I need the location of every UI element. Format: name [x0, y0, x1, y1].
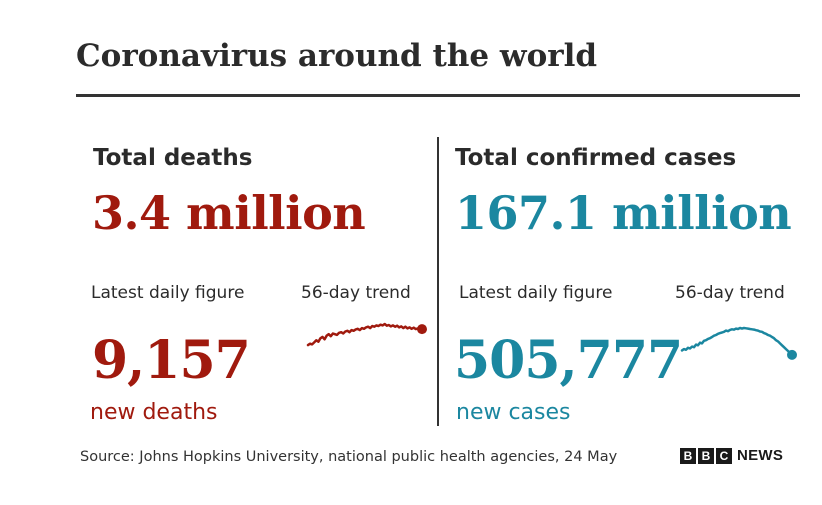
deaths-trend-line: [306, 322, 424, 347]
logo-letter-c: C: [716, 447, 732, 464]
bbc-news-logo: B B C NEWS: [680, 447, 783, 464]
panel-divider: [437, 137, 439, 426]
deaths-daily-unit: new deaths: [90, 400, 218, 425]
cases-daily-unit: new cases: [456, 400, 571, 425]
deaths-daily-value: 9,157: [92, 330, 251, 391]
total-deaths-label: Total deaths: [93, 145, 253, 171]
deaths-daily-label: Latest daily figure: [91, 283, 245, 303]
total-cases-value: 167.1 million: [455, 186, 792, 240]
cases-trend-end-marker: [787, 349, 797, 360]
total-cases-label: Total confirmed cases: [455, 145, 737, 171]
page-title: Coronavirus around the world: [76, 38, 598, 74]
deaths-trend-end-marker: [417, 324, 427, 335]
cases-daily-label: Latest daily figure: [459, 283, 613, 303]
deaths-trend-label: 56-day trend: [301, 283, 411, 303]
logo-letter-b2: B: [698, 447, 714, 464]
cases-trend-label: 56-day trend: [675, 283, 785, 303]
total-deaths-value: 3.4 million: [92, 186, 366, 240]
cases-daily-value: 505,777: [454, 330, 683, 391]
cases-trend-chart: [680, 326, 797, 360]
cases-trend-line: [680, 326, 794, 357]
deaths-trend-chart: [306, 322, 427, 347]
logo-letter-b1: B: [680, 447, 696, 464]
logo-news-word: NEWS: [737, 447, 784, 464]
source-note: Source: Johns Hopkins University, nation…: [80, 449, 618, 465]
title-rule: [76, 94, 800, 97]
